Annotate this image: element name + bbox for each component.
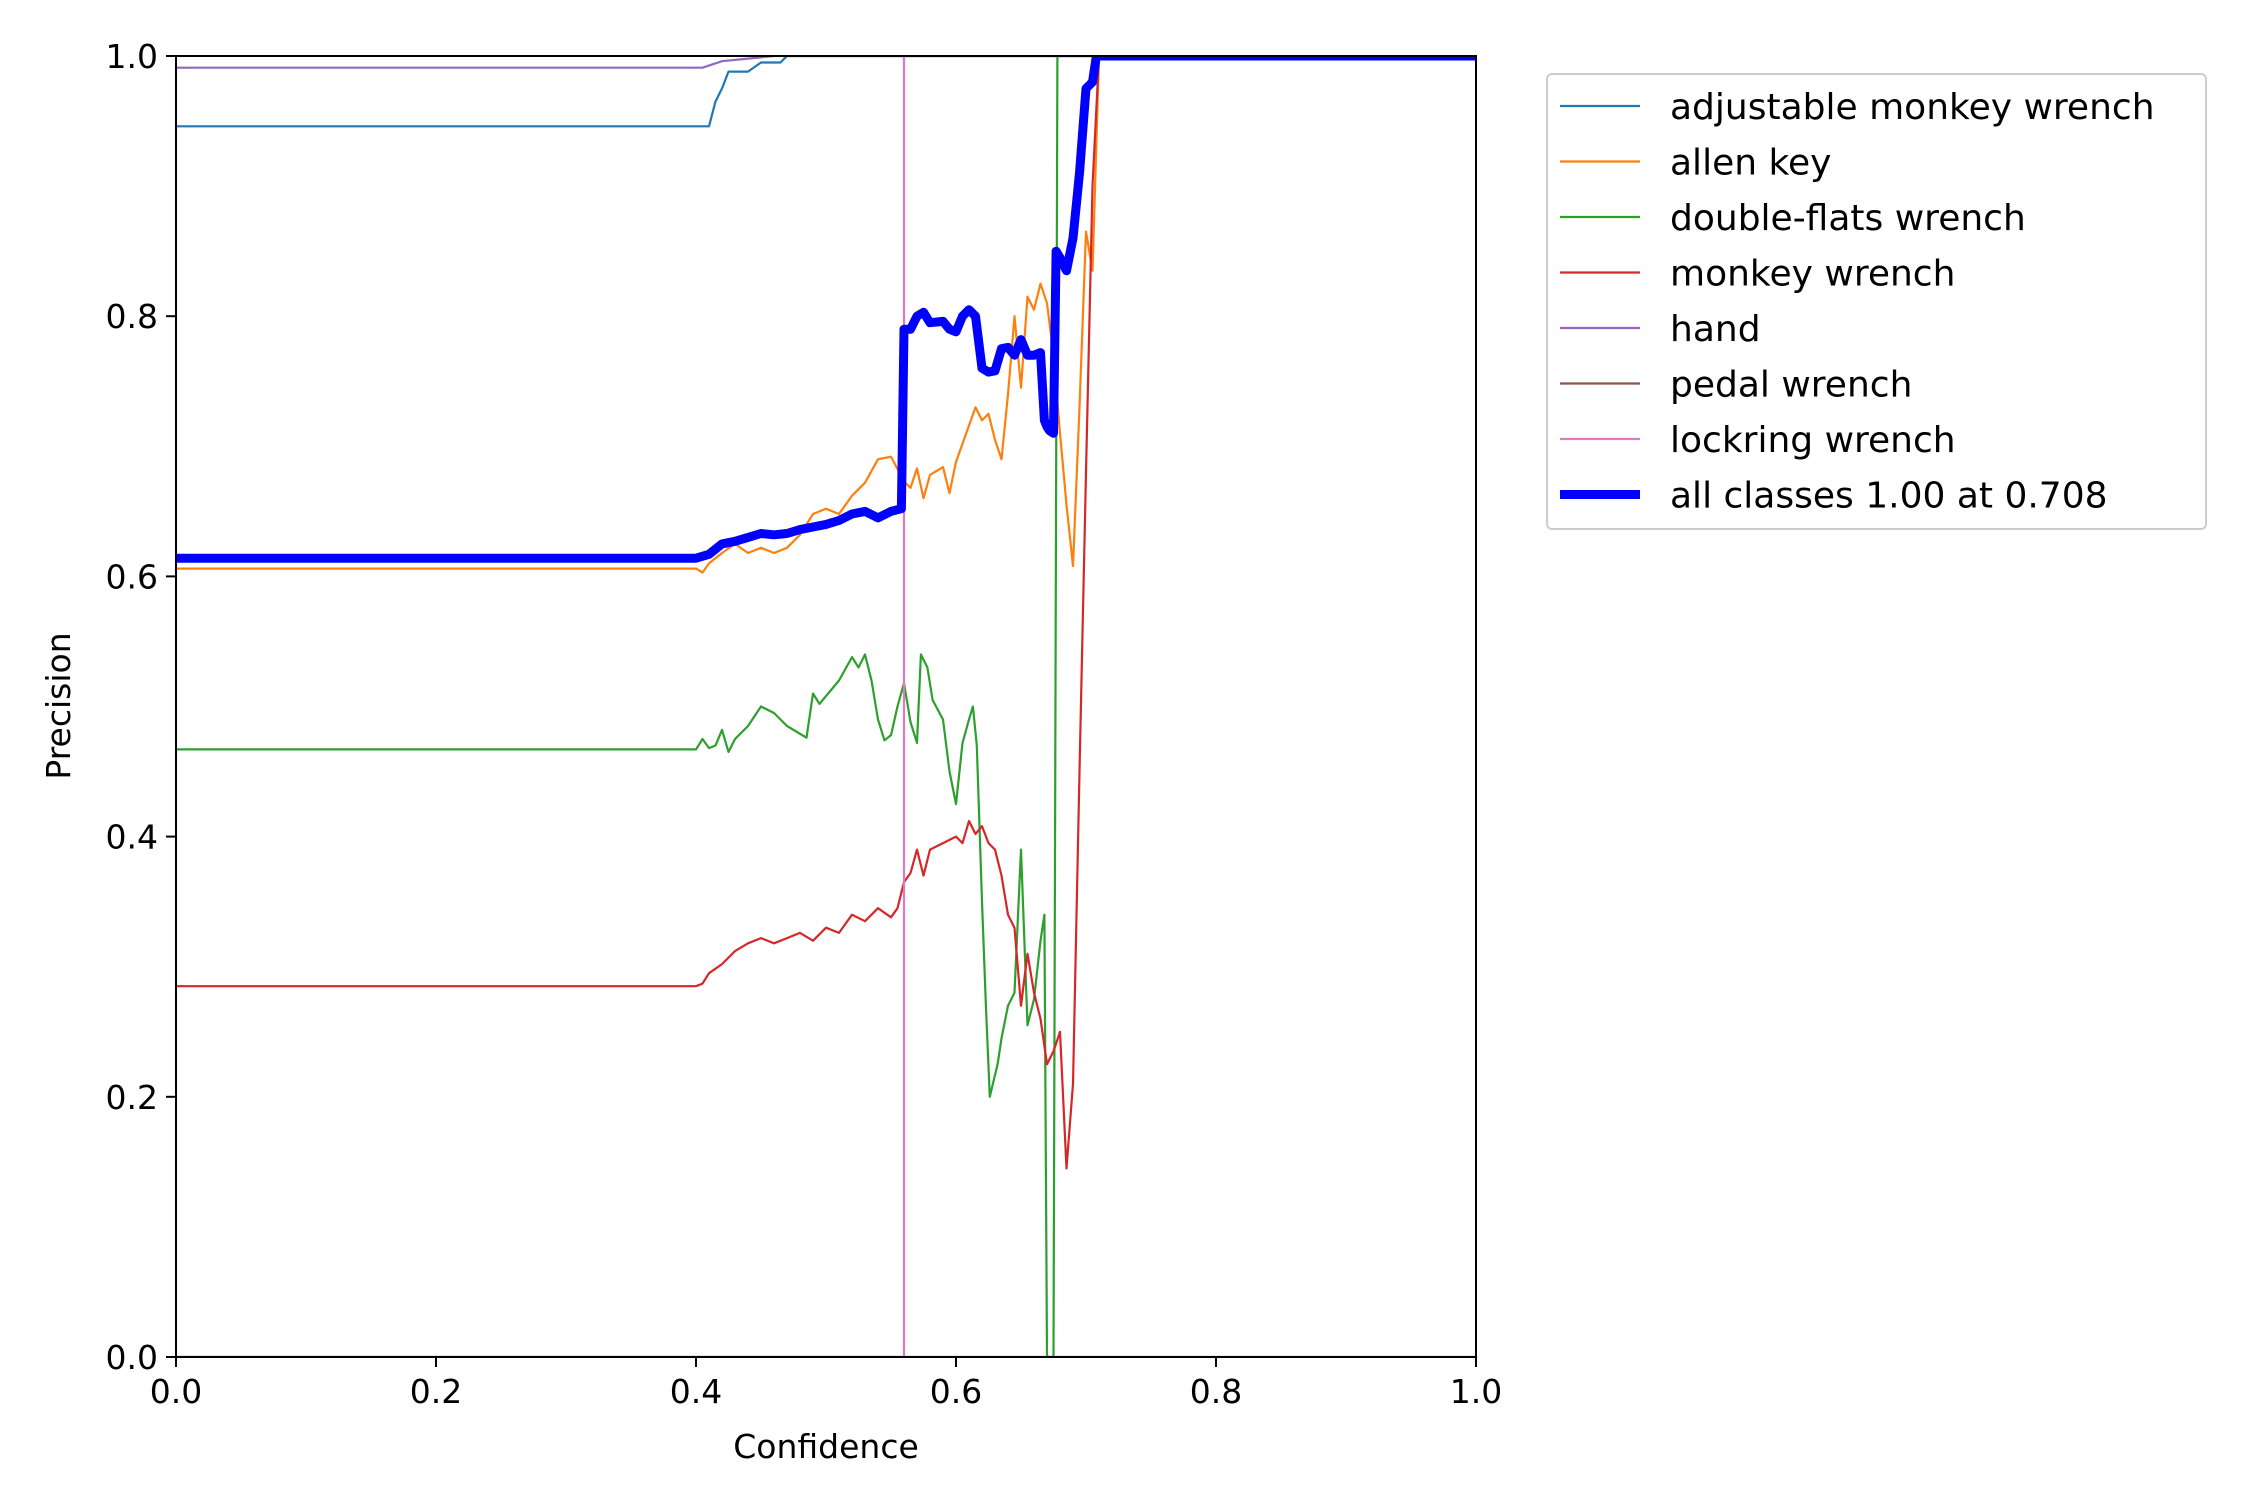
y-tick-label: 0.0 xyxy=(106,1338,158,1377)
series-line-0 xyxy=(176,56,1476,128)
y-tick-label: 0.8 xyxy=(106,297,158,336)
y-tick-label: 0.6 xyxy=(106,557,158,596)
legend-frame xyxy=(1546,73,2207,530)
legend-label-7: all classes 1.00 at 0.708 xyxy=(1670,476,2108,517)
legend-label-0: adjustable monkey wrench xyxy=(1670,87,2155,128)
legend: adjustable monkey wrench allen key double-… xyxy=(1546,73,2207,530)
y-tick-label: 1.0 xyxy=(106,37,158,76)
legend-label-6: lockring wrench xyxy=(1670,420,1956,461)
plot-frame xyxy=(175,55,1477,1358)
x-tick-label: 0.0 xyxy=(150,1372,202,1411)
x-tick-label: 1.0 xyxy=(1450,1372,1502,1411)
series-line-6 xyxy=(176,56,1476,1357)
x-tick-label: 0.6 xyxy=(930,1372,982,1411)
x-tick-label: 0.2 xyxy=(410,1372,462,1411)
y-axis-title: Precision xyxy=(39,632,78,779)
series-line-4 xyxy=(176,56,1476,69)
plot-background xyxy=(176,56,1476,1357)
legend-label-3: monkey wrench xyxy=(1670,254,1955,295)
series-line-2 xyxy=(176,56,1476,1357)
legend-label-2: double-flats wrench xyxy=(1670,198,2026,239)
legend-label-4: hand xyxy=(1670,309,1761,350)
y-tick-label: 0.2 xyxy=(106,1078,158,1117)
x-tick-label: 0.4 xyxy=(670,1372,722,1411)
legend-label-1: allen key xyxy=(1670,143,1832,184)
x-axis-title: Confidence xyxy=(733,1427,919,1466)
y-tick-label: 0.4 xyxy=(106,818,158,857)
series-line-3 xyxy=(176,56,1476,1170)
legend-label-5: pedal wrench xyxy=(1670,365,1912,406)
series-line-7 xyxy=(176,56,1476,563)
x-tick-label: 0.8 xyxy=(1190,1372,1242,1411)
